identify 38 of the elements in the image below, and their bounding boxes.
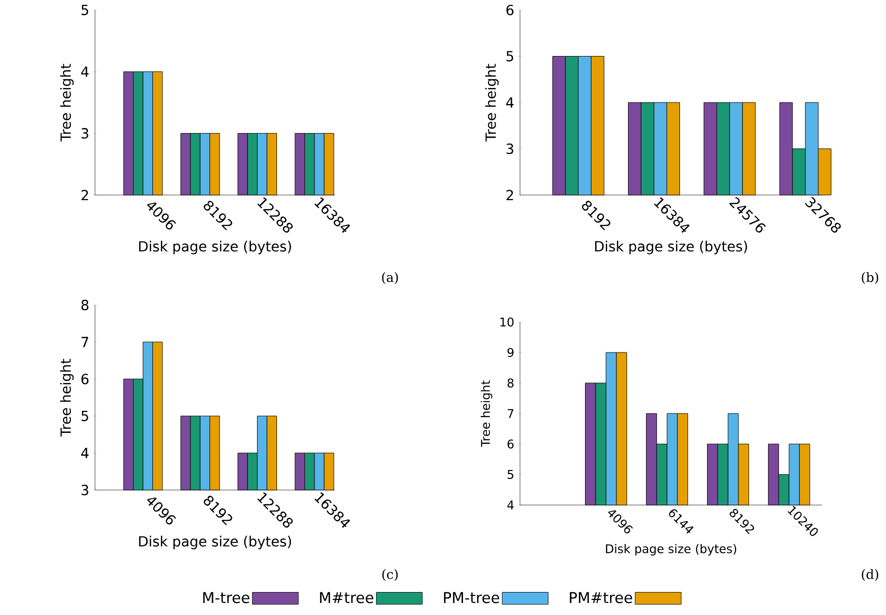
y-tick-label: 4 xyxy=(81,66,89,77)
y-tick-label: 5 xyxy=(508,470,514,479)
y-tick-label: 3 xyxy=(82,128,88,139)
y-tick-label: 7 xyxy=(508,409,514,418)
y-tick-label: 6 xyxy=(506,4,514,16)
y-axis-title: Tree height xyxy=(60,358,74,437)
y-axis-title: Tree height xyxy=(480,380,492,447)
y-axis-title: Tree height xyxy=(485,64,499,142)
y-axis-title: Tree height xyxy=(60,64,74,142)
x-axis-title: Disk page size (bytes) xyxy=(139,536,292,550)
y-tick-label: 10 xyxy=(500,317,514,327)
y-tick-label: 5 xyxy=(82,410,88,422)
legend-label: PM#tree xyxy=(570,592,632,604)
y-tick-label: 2 xyxy=(506,190,513,200)
text: (b) xyxy=(862,272,878,284)
y-tick-label: 9 xyxy=(508,348,514,358)
legend-label: PM-tree xyxy=(444,592,500,604)
x-axis-title: Disk page size (bytes) xyxy=(139,240,292,254)
text: (d) xyxy=(862,569,878,581)
text: (c) xyxy=(382,569,398,581)
x-axis-title: Disk page size (bytes) xyxy=(595,240,748,254)
y-tick-label: 3 xyxy=(506,143,514,154)
y-tick-label: 5 xyxy=(506,51,514,62)
y-tick-label: 6 xyxy=(81,374,88,384)
text: (a) xyxy=(382,272,398,284)
x-axis-title: Disk page size (bytes) xyxy=(606,544,736,556)
y-tick-label: 5 xyxy=(82,4,88,16)
y-tick-label: 8 xyxy=(508,378,514,388)
legend-label: M-tree xyxy=(203,592,250,604)
y-tick-label: 4 xyxy=(506,97,514,108)
y-tick-label: 2 xyxy=(81,190,88,200)
legend-label: M#tree xyxy=(320,592,374,604)
y-tick-label: 3 xyxy=(82,484,88,496)
y-tick-label: 7 xyxy=(82,336,88,348)
y-tick-label: 8 xyxy=(81,300,88,310)
y-tick-label: 4 xyxy=(81,448,89,458)
y-tick-label: 6 xyxy=(508,439,514,449)
y-tick-label: 4 xyxy=(507,500,514,510)
